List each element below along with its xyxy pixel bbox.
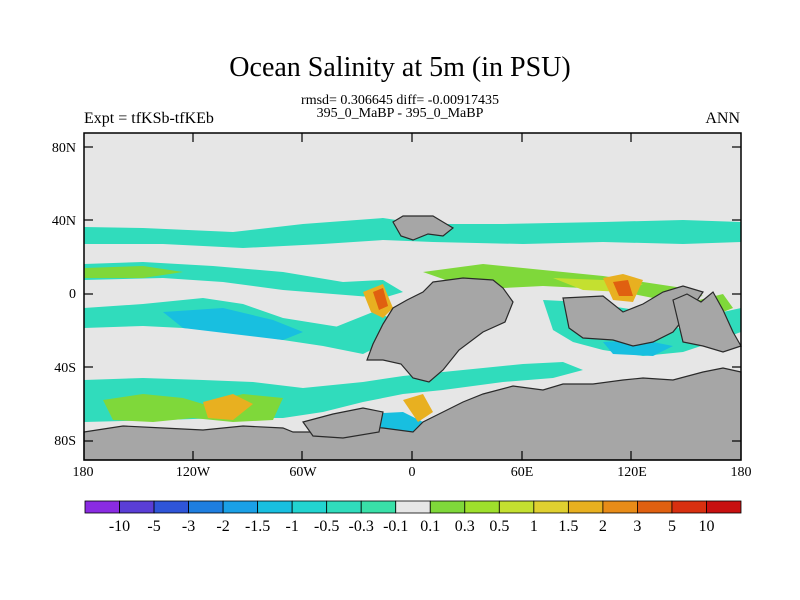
season-label: ANN xyxy=(705,110,740,127)
salinity-map xyxy=(83,132,742,461)
salty-south-atlantic xyxy=(403,394,433,422)
salty-atlantic-tropical-core xyxy=(373,288,388,310)
colorbar-label: -0.5 xyxy=(314,518,340,535)
colorbar-swatch xyxy=(671,500,707,514)
colorbar-swatch xyxy=(153,500,189,514)
colorbar-label: -10 xyxy=(108,518,131,535)
salty-south-pacific-core xyxy=(203,394,253,420)
colorbar-swatch xyxy=(706,500,742,514)
colorbar-swatch xyxy=(498,500,535,514)
colorbar-label: 10 xyxy=(698,518,715,535)
lon-label-60e: 60E xyxy=(510,465,534,480)
colorbar-label: -3 xyxy=(181,518,196,535)
case-label: 395_0_MaBP - 395_0_MaBP xyxy=(316,106,484,121)
colorbar-swatch xyxy=(188,500,224,514)
colorbar-swatch xyxy=(395,500,431,514)
lat-label-80s: 80S xyxy=(54,434,76,449)
colorbar-label: -5 xyxy=(147,518,161,535)
colorbar-swatch xyxy=(602,500,638,514)
colorbar-swatch xyxy=(533,500,569,514)
colorbar-label: -1.5 xyxy=(244,518,271,535)
colorbar-swatch xyxy=(84,500,120,514)
colorbar-swatch xyxy=(360,500,397,514)
colorbar-label: -1 xyxy=(285,518,299,535)
colorbar-swatch xyxy=(222,500,259,514)
colorbar-label: 0.1 xyxy=(420,518,441,535)
experiment-label: Expt = tfKSb-tfKEb xyxy=(84,110,214,127)
fresh-core-south-pacific xyxy=(163,308,303,340)
colorbar-label: 5 xyxy=(667,518,676,535)
lon-label-60w: 60W xyxy=(289,465,317,480)
colorbar-swatch xyxy=(326,500,362,514)
land-north-america-fragment xyxy=(392,215,455,241)
colorbar-label: 0.3 xyxy=(454,518,475,535)
land-atlantic-continent xyxy=(366,277,514,383)
lat-label-40n: 40N xyxy=(51,214,76,229)
colorbar-label: -2 xyxy=(216,518,230,535)
colorbar-label: 2 xyxy=(598,518,607,535)
lat-label-80n: 80N xyxy=(51,141,76,156)
lat-label-40s: 40S xyxy=(54,361,76,376)
lat-label-eq: 0 xyxy=(69,287,76,302)
colorbar-swatch xyxy=(257,500,293,514)
colorbar-swatch xyxy=(429,500,466,514)
land-antarctica xyxy=(83,367,742,461)
colorbar-swatch xyxy=(464,500,500,514)
colorbar-label: 0.5 xyxy=(489,518,510,535)
colorbar-label: -0.1 xyxy=(383,518,409,535)
colorbar-label: 1.5 xyxy=(558,518,579,535)
fresh-core-indian xyxy=(603,340,673,356)
lon-label-180e: 180 xyxy=(730,465,752,480)
colorbar-swatch xyxy=(291,500,328,514)
colorbar-swatch xyxy=(637,500,673,514)
colorbar-swatch xyxy=(119,500,155,514)
salty-north-pacific xyxy=(84,266,183,278)
colorbar xyxy=(84,500,742,514)
colorbar-swatch xyxy=(567,500,604,514)
colorbar-label: 1 xyxy=(529,518,538,535)
lon-label-180w: 180 xyxy=(72,465,94,480)
colorbar-label: 3 xyxy=(633,518,642,535)
lon-label-0: 0 xyxy=(408,465,416,480)
colorbar-label: -0.3 xyxy=(348,518,374,535)
lon-label-120w: 120W xyxy=(175,465,211,480)
lon-label-120e: 120E xyxy=(617,465,647,480)
plot-title: Ocean Salinity at 5m (in PSU) xyxy=(229,52,571,83)
rmsd-diff-stats: rmsd= 0.306645 diff= -0.00917435 xyxy=(301,93,499,108)
land-masses xyxy=(83,215,742,461)
salty-indian-north-core xyxy=(613,280,633,296)
land-antarctic-peninsula xyxy=(302,407,384,439)
map-ticks xyxy=(84,133,741,460)
land-eastern-continent xyxy=(672,291,742,353)
